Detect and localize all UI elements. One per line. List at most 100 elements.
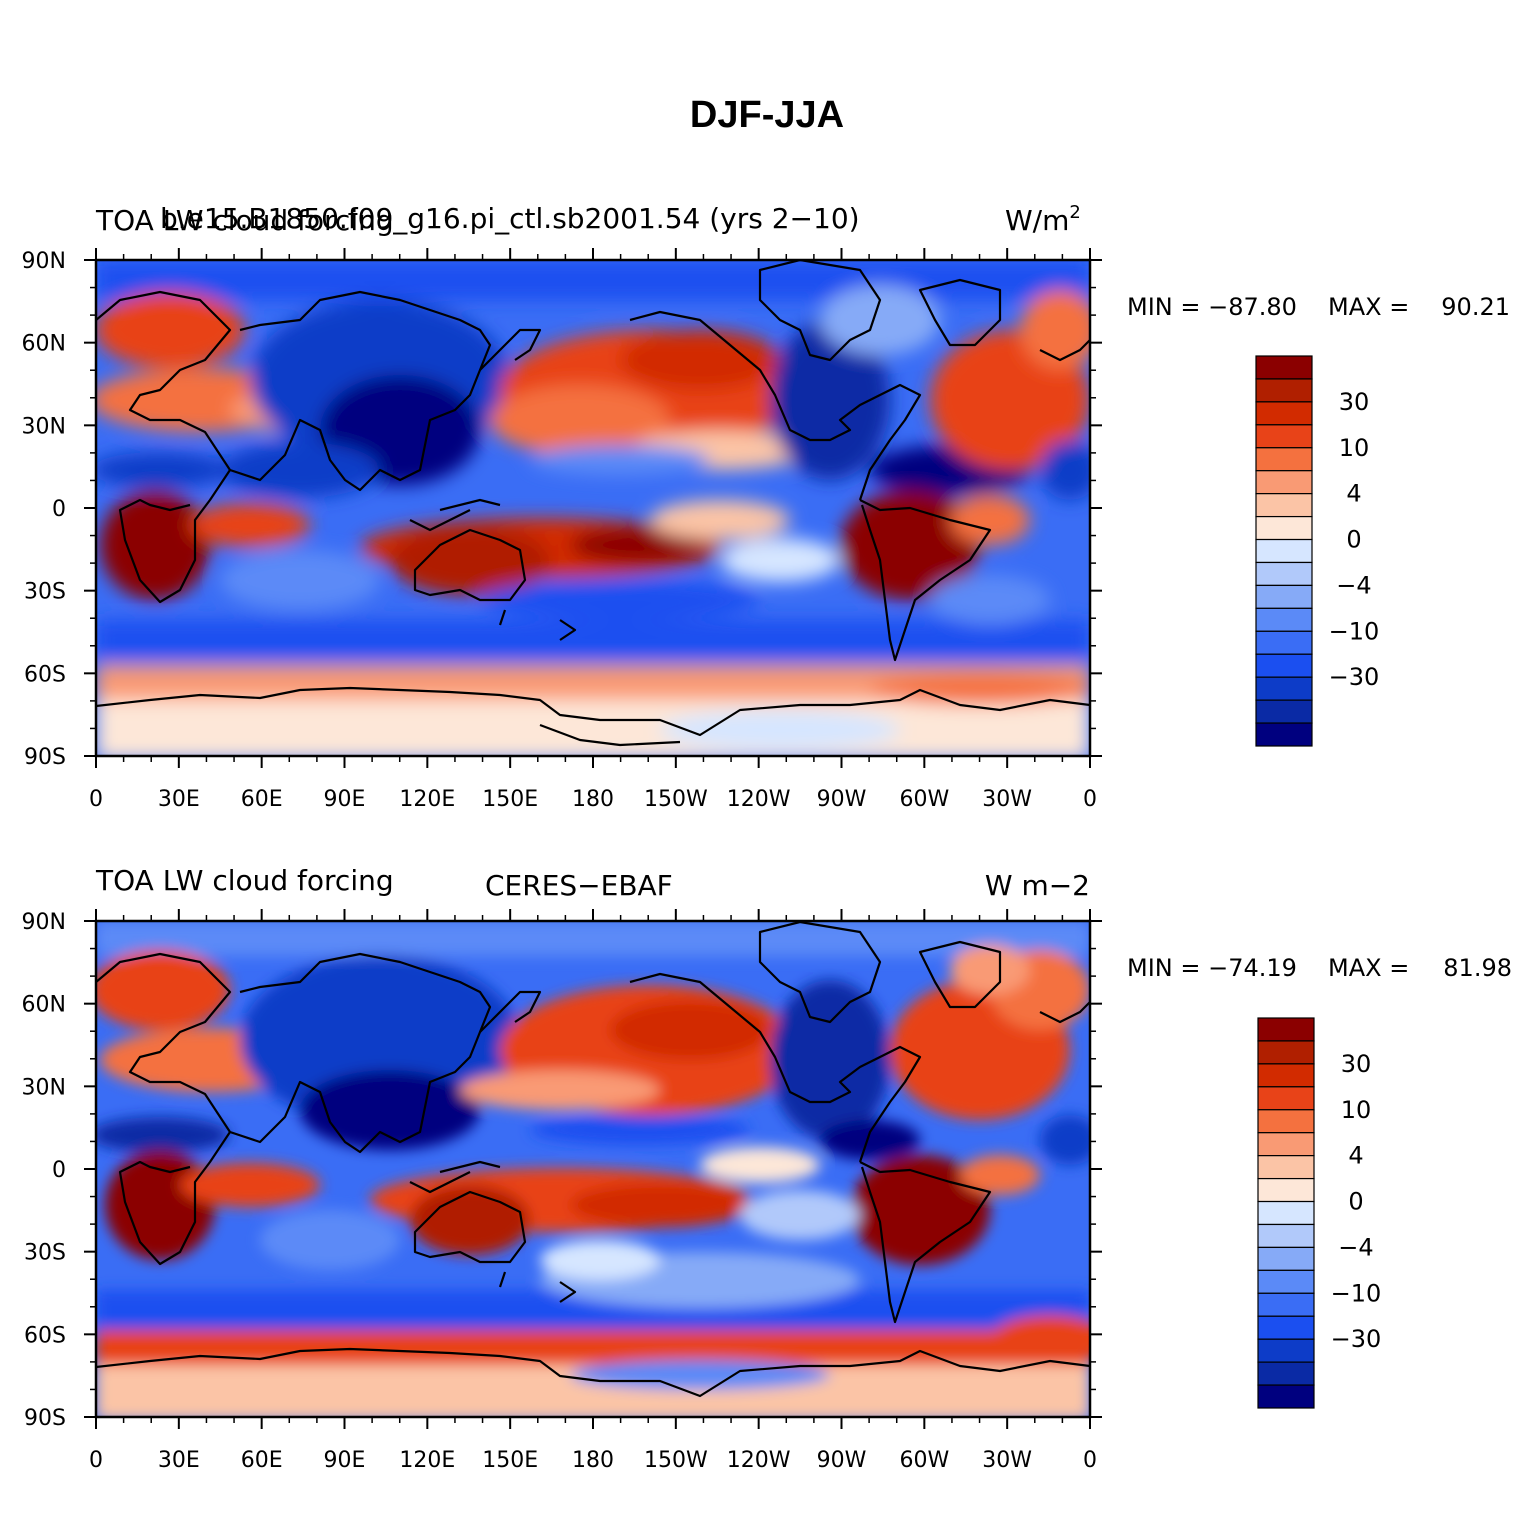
obs-min-label: MIN = −74.19 [1127,954,1297,982]
obs-colorbar-label: −30 [1331,1325,1382,1353]
obs-lat-label: 60N [22,993,66,1018]
obs-max-label: MAX = [1328,954,1409,982]
map-model-ticks: 0 30E 60E 90E 120E 150E 180 150W 120W 90W 60W 30W 09… [22,248,1102,812]
model-lon-label: 120E [399,787,455,812]
model-colorbar-box [1255,653,1313,678]
obs-colorbar-box [1257,1177,1315,1203]
model-colorbar-label: −30 [1329,663,1380,691]
model-lat-label: 90S [24,745,66,770]
colorbar-obs: 30 10 4 0 −4 −10 −30 [1257,1017,1382,1409]
model-lon-label: 0 [89,787,103,812]
model-lat-label: 60N [22,332,66,357]
obs-colorbar-box [1257,1040,1315,1065]
map-model [96,260,1090,756]
obs-colorbar-box [1257,1200,1315,1226]
model-lon-label: 90E [324,787,366,812]
model-lon-label: 30W [982,787,1032,812]
model-max-label: MAX = [1328,293,1409,321]
model-colorbar-box [1255,630,1313,655]
obs-colorbar-box [1257,1361,1315,1386]
obs-colorbar-label: 30 [1341,1050,1372,1078]
obs-colorbar-label: −4 [1338,1233,1373,1261]
obs-lon-label: 60E [241,1448,283,1473]
map-obs-ticks: 0 30E 60E 90E 120E 150E 180 150W 120W 90W 60W 30W 09… [22,909,1102,1473]
panel-model-units: W/m2 [1005,202,1081,237]
panel-model-left-title: TOA LW cloud forcing [95,204,394,237]
obs-lon-label: 120E [399,1448,455,1473]
obs-lon-label: 30W [982,1448,1032,1473]
obs-colorbar-box [1257,1223,1315,1249]
obs-colorbar-label: 4 [1348,1142,1363,1170]
model-colorbar-label: 4 [1346,480,1361,508]
obs-lon-label: 90W [817,1448,867,1473]
model-lat-label: 0 [52,497,66,522]
model-lat-label: 30S [24,580,66,605]
panel-model-center-title: b.e15.B1850.f09_g16.pi_ctl.sb2001.54 (yr… [160,202,860,235]
model-min-label: MIN = −87.80 [1127,293,1297,321]
model-colorbar-label: 10 [1339,434,1370,462]
model-colorbar-box [1255,538,1313,564]
obs-lon-label: 90E [324,1448,366,1473]
model-colorbar-box [1255,493,1313,518]
obs-lon-label: 120W [727,1448,791,1473]
obs-colorbar-label: 0 [1348,1188,1363,1216]
obs-lon-label: 60W [899,1448,949,1473]
model-lat-label: 60S [24,662,66,687]
obs-lat-label: 60S [24,1323,66,1348]
panel-obs-left-title: TOA LW cloud forcing [95,864,394,897]
model-colorbar-box [1255,515,1313,541]
model-colorbar-label: 0 [1346,526,1361,554]
obs-lon-label: 180 [572,1448,614,1473]
obs-colorbar-box [1257,1109,1315,1134]
model-colorbar-box [1255,561,1313,587]
map-obs [96,921,1090,1417]
model-colorbar-box [1255,722,1313,747]
model-lat-label: 30N [22,414,66,439]
obs-lat-label: 90S [24,1406,66,1431]
obs-colorbar-box [1257,1132,1315,1157]
map-obs-fields [96,921,1090,1417]
model-colorbar-box [1255,470,1313,495]
model-colorbar-box [1255,424,1313,449]
model-max-value: 90.21 [1441,293,1510,321]
model-colorbar-box [1255,401,1313,426]
model-lat-label: 90N [22,249,66,274]
model-lon-label: 150W [644,787,708,812]
obs-colorbar-box [1257,1269,1315,1294]
model-lon-label: 120W [727,787,791,812]
model-colorbar-label: −4 [1336,571,1371,599]
obs-colorbar-box [1257,1315,1315,1340]
obs-colorbar-box [1257,1338,1315,1363]
model-colorbar-label: −10 [1329,617,1380,645]
obs-colorbar-box [1257,1063,1315,1088]
model-lon-label: 0 [1083,787,1097,812]
obs-colorbar-box [1257,1086,1315,1111]
obs-colorbar-box [1257,1155,1315,1180]
obs-lon-label: 150W [644,1448,708,1473]
model-coastlines [96,260,1090,747]
map-model-fields [96,260,1090,756]
model-colorbar-box [1255,676,1313,701]
obs-lat-label: 30N [22,1075,66,1100]
panel-obs: TOA LW cloud forcing CERES−EBAF W m−2 [22,864,1512,1473]
model-lon-label: 150E [482,787,538,812]
panel-obs-units: W m−2 [985,869,1090,902]
panel-obs-center-title: CERES−EBAF [485,869,673,902]
obs-lon-label: 30E [158,1448,200,1473]
obs-colorbar-box [1257,1246,1315,1271]
model-colorbar-box [1255,378,1313,403]
obs-colorbar-label: −10 [1331,1279,1382,1307]
model-lon-label: 60W [899,787,949,812]
obs-colorbar-box [1257,1017,1315,1042]
obs-colorbar-label: 10 [1341,1096,1372,1124]
model-lon-label: 180 [572,787,614,812]
model-colorbar-box [1255,699,1313,724]
obs-colorbar-box [1257,1292,1315,1317]
model-colorbar-box [1255,607,1313,632]
obs-lat-label: 90N [22,910,66,935]
colorbar-model: 30 10 4 0 −4 −10 −30 [1255,355,1380,747]
obs-lat-label: 0 [52,1158,66,1183]
panel-model: TOA LW cloud forcing b.e15.B1850.f09_g16… [22,202,1510,812]
obs-lat-label: 30S [24,1241,66,1266]
